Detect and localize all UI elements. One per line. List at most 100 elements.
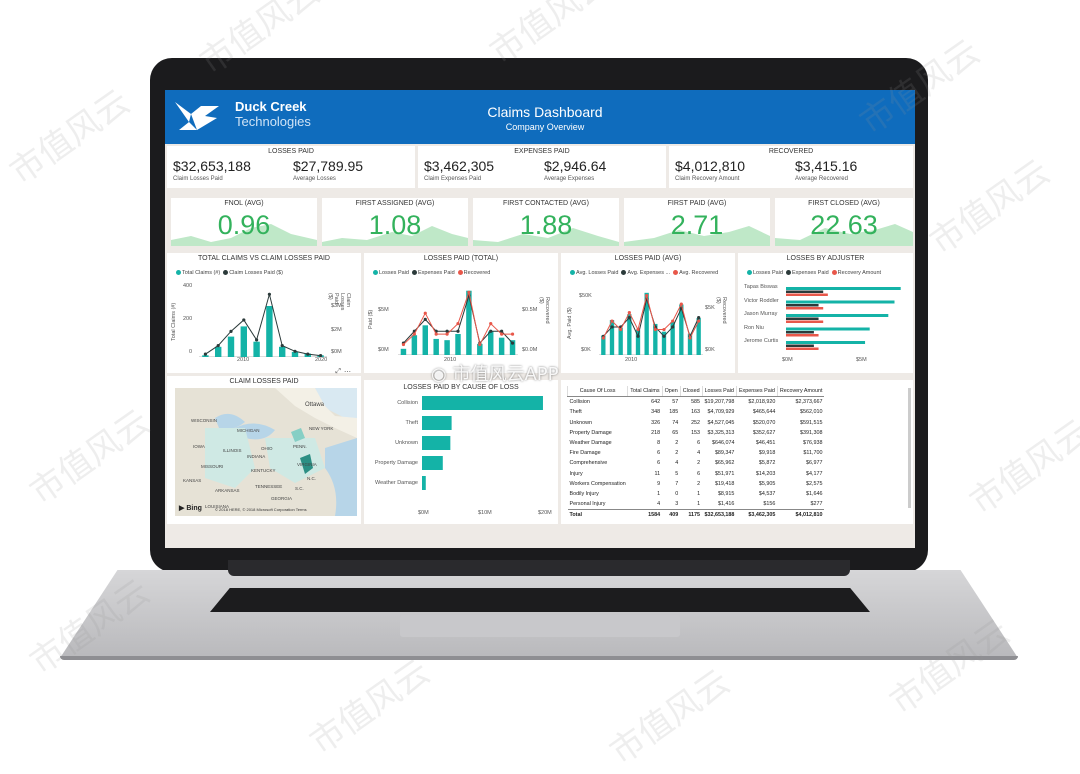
table-cell: $465,644 <box>752 409 776 416</box>
column-header[interactable]: Open <box>661 386 681 398</box>
map-area[interactable]: Ottawa WISCONSIN MICHIGAN NEW YORK IOWA ILLIN… <box>175 388 357 516</box>
watermark: 市值风云 <box>2 81 138 193</box>
table-row[interactable]: Theft 348 185 163 $4,709,929 $465,644 $562,010 <box>568 407 825 417</box>
table-row[interactable]: Comprehensive 6 4 2 $65,962 $5,872 $6,977 <box>568 458 825 468</box>
bar <box>433 338 439 355</box>
table-cell: 642 <box>651 399 661 406</box>
column-header[interactable]: Losses Paid <box>701 386 737 398</box>
table-cell: 153 <box>691 429 701 436</box>
table-row[interactable]: Unknown 326 74 252 $4,527,045 $520,070 $591,51… <box>568 418 825 428</box>
table-cell: $3,462,305 <box>736 509 778 521</box>
table-row[interactable]: Workers Compensation 9 7 2 $19,418 $5,905 $2,5… <box>568 479 825 489</box>
column-header[interactable]: Total Claims <box>627 386 663 398</box>
table-row[interactable]: Personal Injury 4 3 1 $1,416 $156 $277 <box>568 499 825 510</box>
table-row[interactable]: Property Damage 218 65 153 $3,325,313 $352,62… <box>568 428 825 438</box>
map-label: S.C. <box>295 486 304 491</box>
table-cell: Personal Injury <box>569 501 606 508</box>
laptop-hinge <box>228 560 850 576</box>
table-row[interactable]: Weather Damage 8 2 6 $646,074 $46,451 $76,938 <box>568 438 825 448</box>
adjuster-name: Jason Murray <box>744 311 778 317</box>
bar <box>422 396 543 410</box>
adjuster-name: Ron Niu <box>744 324 764 331</box>
table-row[interactable]: Fire Damage 6 2 4 $89,347 $9,918 $11,700 <box>568 448 825 458</box>
y-axis-label: Paid ($) <box>368 309 374 329</box>
y-axis-label-right: Recovered ($) <box>538 297 550 324</box>
data-point <box>662 327 666 332</box>
map-attribution: © 2018 HERE, © 2018 Microsoft Corporatio… <box>215 507 307 512</box>
kpi-value: 2.71 <box>670 210 724 240</box>
bar <box>679 304 684 355</box>
bar <box>687 333 693 355</box>
table-cell: 3 <box>675 501 679 508</box>
bar <box>455 333 461 355</box>
bar-expenses <box>786 331 814 334</box>
table-cell: Fire Damage <box>569 450 601 457</box>
section-title: LOSSES PAID <box>268 148 314 155</box>
bar <box>227 336 235 357</box>
duck-creek-logo-icon <box>175 102 219 130</box>
losses-paid-total-plot <box>398 290 518 355</box>
watermark: 市值风云 <box>922 151 1058 263</box>
table-cell: Weather Damage <box>569 440 612 447</box>
chart-legend: Losses Paid Expenses Paid Recovery Amount <box>744 270 881 276</box>
table-cell: 9 <box>657 480 661 487</box>
data-point <box>697 319 701 323</box>
y-axis-label-right: Recovered ($) <box>715 297 727 324</box>
bing-icon: ▶ <box>179 505 185 512</box>
chart-legend: Avg. Losses Paid Avg. Expenses ... Avg. Re… <box>567 270 718 276</box>
total-claims-plot <box>199 292 327 357</box>
column-header[interactable]: Expenses Paid <box>735 386 778 398</box>
data-point <box>489 329 493 333</box>
claim-losses-paid-caption: Claim Losses Paid <box>173 176 223 182</box>
dashboard-screen: Duck Creek Technologies Claims Dashboard… <box>165 90 915 548</box>
column-header[interactable]: Closed <box>679 386 703 398</box>
data-point <box>645 294 649 298</box>
table-row[interactable]: Injury 11 5 6 $51,971 $14,203 $4,177 <box>568 469 825 479</box>
table-cell: 2 <box>697 460 701 467</box>
chart-legend: Total Claims (#) Claim Losses Paid ($) <box>173 270 283 276</box>
table-row[interactable]: Collision 642 57 585 $19,207,798 $2,018,920 $2… <box>568 397 825 408</box>
legend-item: Avg. Expenses ... <box>627 270 671 276</box>
map-label: WISCONSIN <box>191 418 218 423</box>
table-cell: $19,207,798 <box>704 399 735 406</box>
table-cell: 4 <box>697 450 701 457</box>
table-cell: Comprehensive <box>569 460 608 467</box>
data-point <box>456 329 460 333</box>
data-point <box>319 353 323 357</box>
average-losses-caption: Average Losses <box>293 176 336 182</box>
data-point <box>467 290 471 294</box>
bar-recovery <box>786 347 819 350</box>
data-point <box>688 336 692 340</box>
table-row[interactable]: Bodily Injury 1 0 1 $8,915 $4,537 $1,646 <box>568 489 825 499</box>
table-cell: 4 <box>675 460 679 467</box>
land-shapes <box>175 388 357 516</box>
adjuster-name: Victor Roddler <box>744 297 779 304</box>
expenses-paid-card: EXPENSES PAID $3,462,305 Claim Expenses … <box>418 146 666 188</box>
bar-expenses <box>786 317 819 320</box>
kpi-label: FIRST ASSIGNED (AVG) <box>355 200 435 207</box>
legend-item: Avg. Losses Paid <box>576 270 619 276</box>
data-point <box>636 327 640 332</box>
data-point <box>242 318 246 322</box>
table-cell: $277 <box>810 501 823 508</box>
losses-paid-card: LOSSES PAID $32,653,188 Claim Losses Pai… <box>167 146 415 188</box>
table-scrollbar[interactable] <box>908 388 911 508</box>
laptop-keyboard <box>210 588 870 612</box>
bar-losses <box>786 341 866 344</box>
more-options-icon[interactable]: ⋯ <box>344 369 351 376</box>
table-cell: $51,971 <box>714 470 735 477</box>
table-cell: $156 <box>763 501 776 508</box>
column-header[interactable]: Recovery Amount <box>776 386 825 398</box>
series-line <box>205 292 321 357</box>
dashboard-header: Duck Creek Technologies Claims Dashboard… <box>165 90 915 144</box>
bar <box>509 340 516 355</box>
cause-category: Weather Damage <box>374 480 418 486</box>
data-point <box>445 332 449 336</box>
bar-recovery <box>786 293 828 296</box>
table-cell: 1 <box>697 501 701 508</box>
y-tick-right: $2M <box>331 327 342 333</box>
table-cell: 252 <box>691 419 701 426</box>
column-header[interactable]: Cause Of Loss <box>566 386 628 398</box>
focus-mode-icon[interactable]: ⤢ <box>335 368 341 375</box>
table-cell: 7 <box>675 480 679 487</box>
